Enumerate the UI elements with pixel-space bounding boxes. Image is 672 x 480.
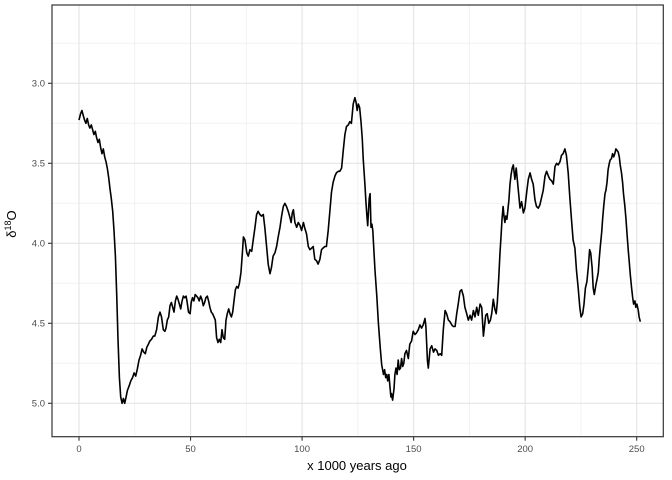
x-tick-label: 0 xyxy=(76,444,81,455)
y-tick-label: 5.0 xyxy=(32,399,45,410)
x-tick-label: 150 xyxy=(406,444,422,455)
x-tick-label: 50 xyxy=(185,444,196,455)
y-tick-label: 3.0 xyxy=(32,79,45,90)
x-axis-title: x 1000 years ago xyxy=(307,458,407,473)
y-tick-label: 4.5 xyxy=(32,319,45,330)
data-line xyxy=(78,96,642,405)
y-axis-title: δ18O xyxy=(3,210,19,237)
y-tick-label: 4.0 xyxy=(32,239,45,250)
y-tick-label: 3.5 xyxy=(32,159,45,170)
x-tick-label: 250 xyxy=(629,444,645,455)
x-tick-label: 100 xyxy=(294,444,310,455)
x-tick-label: 200 xyxy=(517,444,533,455)
panel-border xyxy=(51,4,664,438)
